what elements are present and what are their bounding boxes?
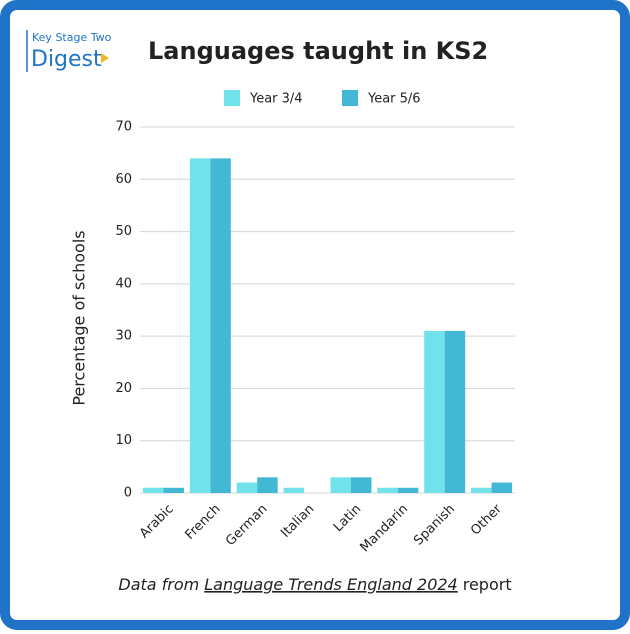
logo-main: Digest bbox=[31, 47, 102, 72]
bar bbox=[397, 487, 419, 493]
y-tick-label: 30 bbox=[115, 329, 132, 344]
logo-icon bbox=[101, 53, 109, 63]
bar bbox=[210, 158, 231, 493]
y-tick-label: 70 bbox=[115, 120, 132, 135]
legend-label: Year 5/6 bbox=[367, 92, 421, 107]
bar bbox=[491, 482, 513, 493]
bar bbox=[189, 158, 211, 493]
chart-title: Languages taught in KS2 bbox=[148, 37, 488, 65]
y-tick-label: 50 bbox=[115, 224, 132, 239]
bar bbox=[350, 477, 372, 493]
bar bbox=[142, 487, 164, 493]
y-tick-label: 0 bbox=[124, 486, 132, 501]
bar bbox=[377, 487, 398, 493]
source-link[interactable]: Language Trends England 2024 bbox=[204, 575, 457, 594]
y-tick-label: 20 bbox=[115, 381, 132, 396]
legend-label: Year 3/4 bbox=[249, 92, 303, 107]
legend-swatch bbox=[224, 90, 240, 106]
y-tick-label: 40 bbox=[115, 276, 132, 291]
source-text: Data from bbox=[118, 575, 199, 594]
legend-swatch bbox=[342, 90, 358, 106]
logo-top: Key Stage Two bbox=[32, 31, 112, 44]
y-tick-label: 60 bbox=[115, 172, 132, 187]
source-note: Data from Language Trends England 2024 rep… bbox=[118, 575, 511, 594]
y-axis-label: Percentage of schools bbox=[70, 230, 89, 405]
bar bbox=[283, 487, 305, 493]
bar bbox=[330, 477, 351, 493]
bar bbox=[444, 330, 466, 493]
y-tick-label: 10 bbox=[115, 433, 132, 448]
source-text: report bbox=[463, 575, 512, 594]
bar bbox=[236, 482, 258, 493]
bar bbox=[424, 330, 445, 493]
bar bbox=[471, 487, 492, 493]
bar bbox=[163, 487, 184, 493]
bar bbox=[257, 477, 278, 493]
